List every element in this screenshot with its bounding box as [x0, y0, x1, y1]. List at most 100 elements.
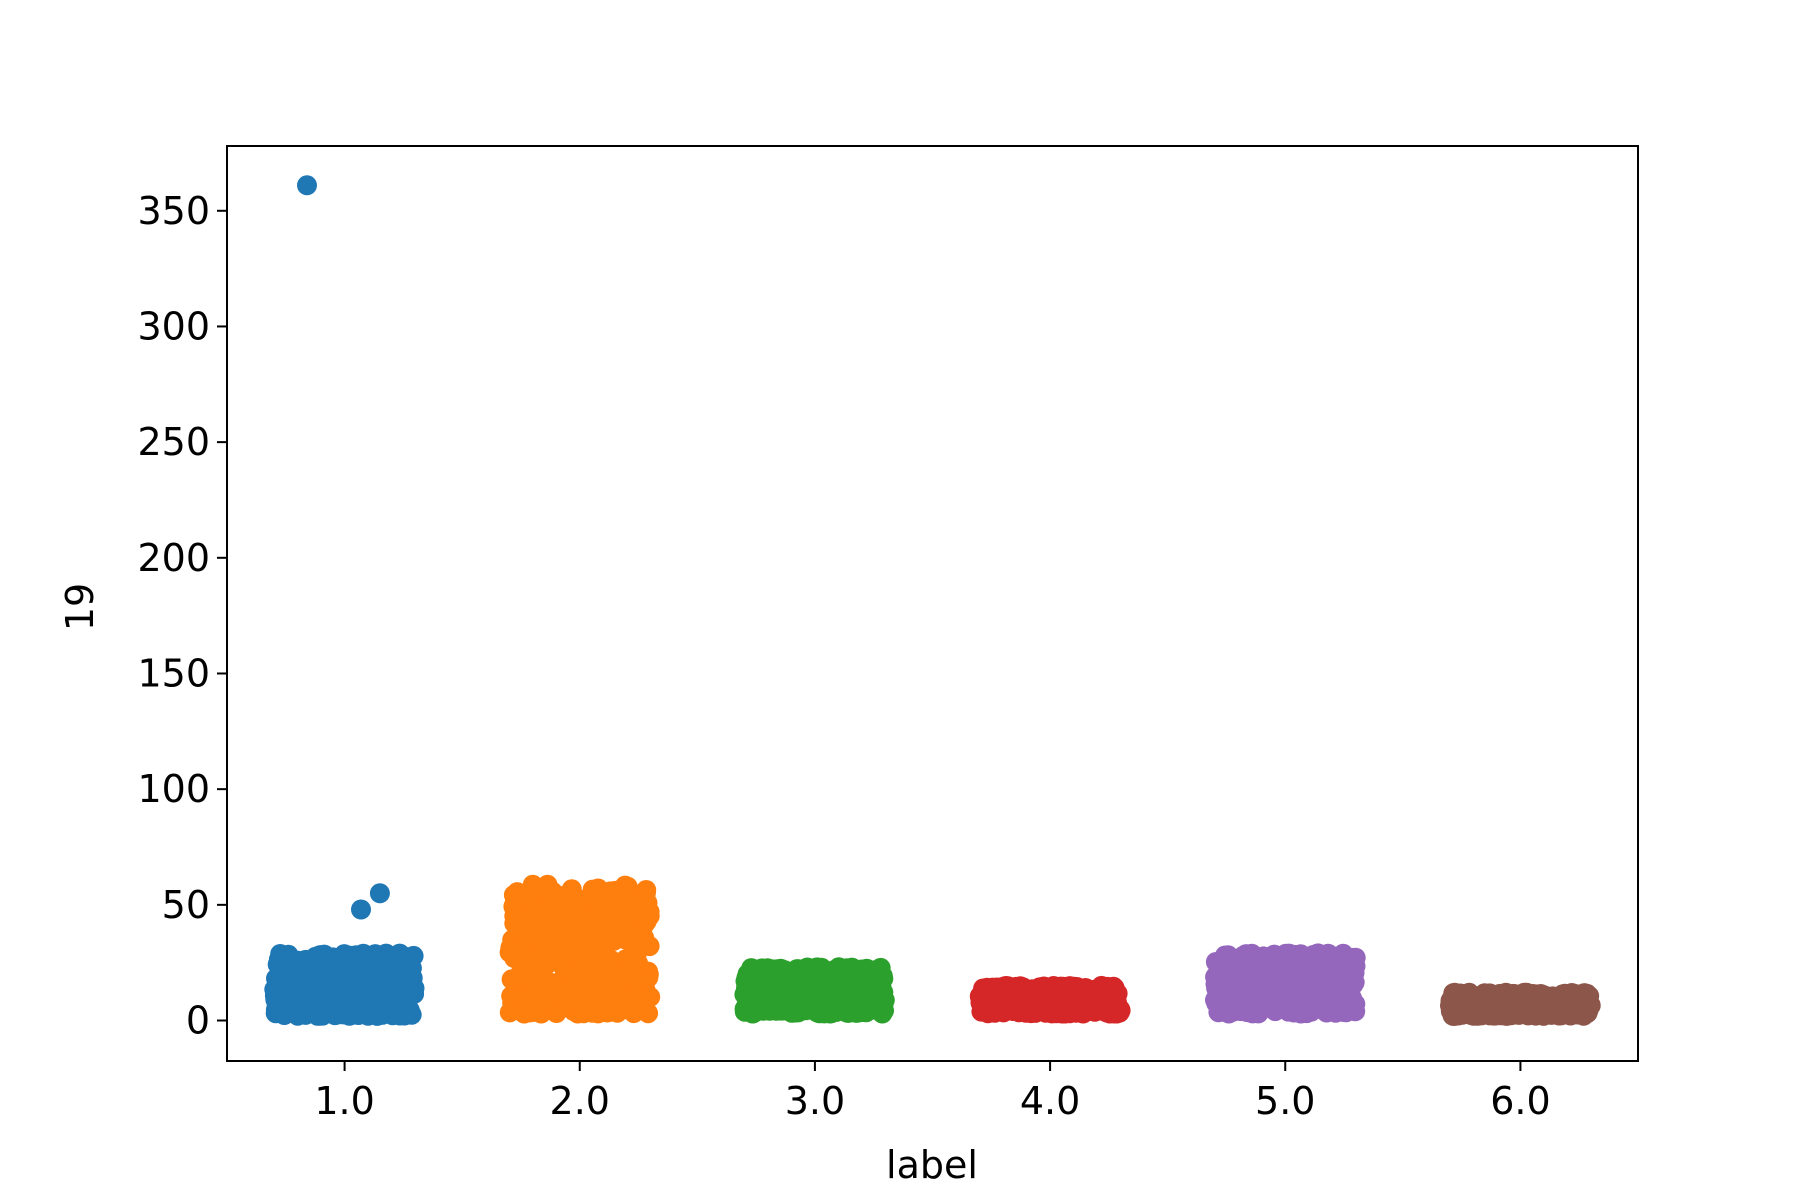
data-point	[867, 996, 888, 1017]
data-point	[1275, 943, 1296, 964]
data-point	[1514, 982, 1535, 1003]
y-tick-label: 50	[162, 883, 210, 927]
data-point	[639, 936, 660, 957]
data-point	[1253, 946, 1274, 967]
x-tick-label: 4.0	[1020, 1079, 1080, 1123]
data-point	[1007, 978, 1028, 999]
data-point	[753, 1000, 774, 1021]
data-point	[291, 966, 312, 987]
outlier-point	[297, 175, 317, 196]
data-point	[1563, 992, 1584, 1013]
data-point	[1338, 999, 1359, 1019]
data-point	[527, 978, 548, 999]
data-point	[1303, 951, 1324, 972]
data-point	[1485, 1005, 1506, 1026]
x-axis-title: label	[886, 1143, 978, 1187]
data-point	[1064, 996, 1085, 1017]
data-point	[981, 992, 1002, 1012]
data-point	[1463, 1003, 1484, 1024]
data-point	[544, 910, 565, 931]
data-point	[1049, 1003, 1070, 1024]
data-point	[621, 963, 641, 984]
data-point	[823, 1000, 844, 1021]
data-point	[748, 964, 769, 985]
data-point	[501, 969, 522, 990]
data-point	[1082, 985, 1103, 1006]
data-point	[770, 966, 791, 987]
data-point	[518, 930, 539, 951]
data-point	[1232, 951, 1253, 971]
data-point	[1006, 1000, 1027, 1021]
data-point	[1281, 963, 1302, 983]
data-point	[1309, 974, 1330, 994]
data-point	[591, 999, 612, 1020]
data-point	[602, 899, 623, 920]
data-point	[604, 881, 625, 901]
data-point	[317, 967, 338, 988]
data-point	[504, 892, 525, 913]
y-tick-label: 200	[137, 536, 210, 580]
data-point	[1345, 947, 1366, 968]
x-tick-label: 2.0	[550, 1079, 610, 1123]
y-axis: 0 50 100 150 200 250 300 350	[137, 189, 227, 1043]
data-point	[1229, 983, 1250, 1004]
data-point	[601, 965, 622, 986]
data-point	[814, 980, 835, 1000]
data-point	[384, 995, 405, 1016]
data-point	[628, 897, 648, 918]
data-point	[1443, 983, 1464, 1004]
data-point	[797, 997, 818, 1018]
x-tick-label: 6.0	[1490, 1079, 1550, 1123]
x-tick-label: 1.0	[314, 1079, 374, 1123]
y-tick-label: 250	[137, 420, 210, 464]
data-point	[567, 898, 587, 919]
x-tick-label: 5.0	[1255, 1079, 1315, 1123]
data-point	[1327, 961, 1348, 982]
x-tick-label: 3.0	[785, 1079, 845, 1123]
series-1.0	[264, 175, 425, 1026]
series-2.0	[499, 874, 661, 1024]
data-point	[387, 962, 408, 983]
outlier-point	[369, 883, 390, 904]
x-axis: 1.0 2.0 3.0 4.0 5.0 6.0	[314, 1061, 1551, 1123]
data-point	[1321, 995, 1342, 1016]
data-point	[537, 880, 558, 901]
series-4.0	[969, 975, 1131, 1024]
y-tick-label: 300	[137, 304, 210, 348]
data-point	[1532, 988, 1553, 1009]
data-point	[600, 949, 621, 970]
data-point	[274, 1005, 295, 1025]
data-point	[402, 984, 422, 1005]
plot-frame	[226, 145, 1639, 1062]
data-point	[288, 1004, 309, 1025]
data-point	[1205, 966, 1226, 987]
data-point	[591, 921, 612, 942]
data-point	[499, 1002, 520, 1023]
data-point	[615, 923, 636, 944]
data-point	[503, 945, 524, 966]
series-3.0	[734, 957, 895, 1024]
data-point	[790, 968, 811, 989]
points-layer	[264, 175, 1601, 1026]
y-tick-label: 100	[137, 767, 210, 811]
y-axis-title: 19	[58, 583, 102, 631]
series-5.0	[1205, 943, 1366, 1024]
data-point	[849, 962, 869, 983]
data-point	[521, 959, 541, 980]
data-point	[632, 996, 653, 1017]
data-point	[546, 1003, 567, 1023]
outlier-point	[351, 899, 371, 920]
data-point	[1097, 976, 1118, 997]
data-point	[779, 993, 800, 1014]
data-point	[573, 1003, 594, 1024]
data-point	[308, 991, 329, 1012]
data-point	[514, 1003, 535, 1024]
data-point	[561, 879, 582, 900]
data-point	[360, 993, 381, 1014]
data-point	[358, 950, 379, 971]
data-point	[1293, 980, 1314, 1001]
data-point	[520, 905, 541, 926]
data-point	[871, 979, 892, 1000]
y-tick-label: 150	[137, 651, 210, 695]
